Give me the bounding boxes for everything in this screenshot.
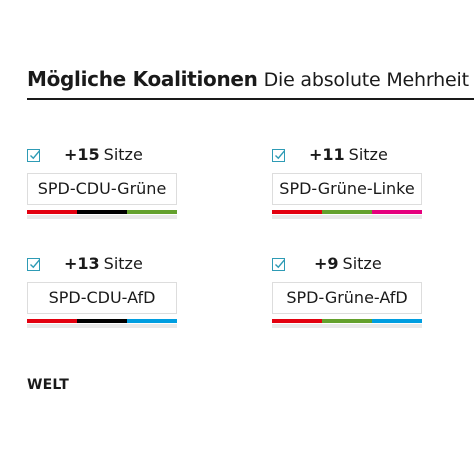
coalition-name: SPD-CDU-Grüne	[27, 173, 177, 205]
party-segment	[272, 210, 322, 214]
coalition-card-header: +15 Sitze	[27, 145, 179, 168]
party-segment	[127, 210, 177, 214]
coalition-card: +15 Sitze SPD-CDU-Grüne	[27, 145, 179, 219]
coalition-card: +13 Sitze SPD-CDU-AfD	[27, 254, 179, 328]
party-segment	[372, 210, 422, 214]
coalition-checkbox[interactable]	[27, 258, 41, 271]
coalition-checkbox[interactable]	[272, 149, 286, 162]
checkmark-icon	[30, 259, 41, 269]
bar-shadow	[27, 215, 177, 219]
bar-shadow	[272, 215, 422, 219]
coalition-card-header: +9 Sitze	[272, 254, 424, 277]
welt-logo: WELT	[27, 377, 69, 393]
party-segment	[372, 319, 422, 323]
checkmark-icon	[30, 150, 41, 160]
coalition-checkbox[interactable]	[27, 149, 41, 162]
party-color-bar	[272, 319, 422, 323]
party-color-bar	[27, 210, 177, 214]
page-title: Mögliche Koalitionen	[27, 67, 258, 91]
party-segment	[27, 210, 77, 214]
seat-surplus: +13 Sitze	[64, 254, 143, 273]
coalition-card-header: +13 Sitze	[27, 254, 179, 277]
party-color-bar	[272, 210, 422, 214]
checkmark-icon	[275, 150, 286, 160]
party-segment	[127, 319, 177, 323]
coalition-name: SPD-CDU-AfD	[27, 282, 177, 314]
checkmark-icon	[275, 259, 286, 269]
header-divider	[27, 98, 474, 100]
bar-shadow	[272, 324, 422, 328]
chart-header: Mögliche Koalitionen Die absolute Mehrhei…	[27, 66, 474, 93]
coalition-checkbox[interactable]	[272, 258, 286, 271]
party-segment	[27, 319, 77, 323]
coalition-name: SPD-Grüne-AfD	[272, 282, 422, 314]
coalition-card: +9 Sitze SPD-Grüne-AfD	[272, 254, 424, 328]
party-segment	[322, 210, 372, 214]
party-segment	[77, 210, 127, 214]
coalition-card-header: +11 Sitze	[272, 145, 424, 168]
coalition-card: +11 Sitze SPD-Grüne-Linke	[272, 145, 424, 219]
party-segment	[272, 319, 322, 323]
page-subtitle: Die absolute Mehrheit lie	[263, 69, 474, 91]
seat-surplus: +11 Sitze	[309, 145, 388, 164]
party-color-bar	[27, 319, 177, 323]
party-segment	[77, 319, 127, 323]
party-segment	[322, 319, 372, 323]
bar-shadow	[27, 324, 177, 328]
seat-surplus: +9 Sitze	[314, 254, 382, 273]
coalition-name: SPD-Grüne-Linke	[272, 173, 422, 205]
seat-surplus: +15 Sitze	[64, 145, 143, 164]
